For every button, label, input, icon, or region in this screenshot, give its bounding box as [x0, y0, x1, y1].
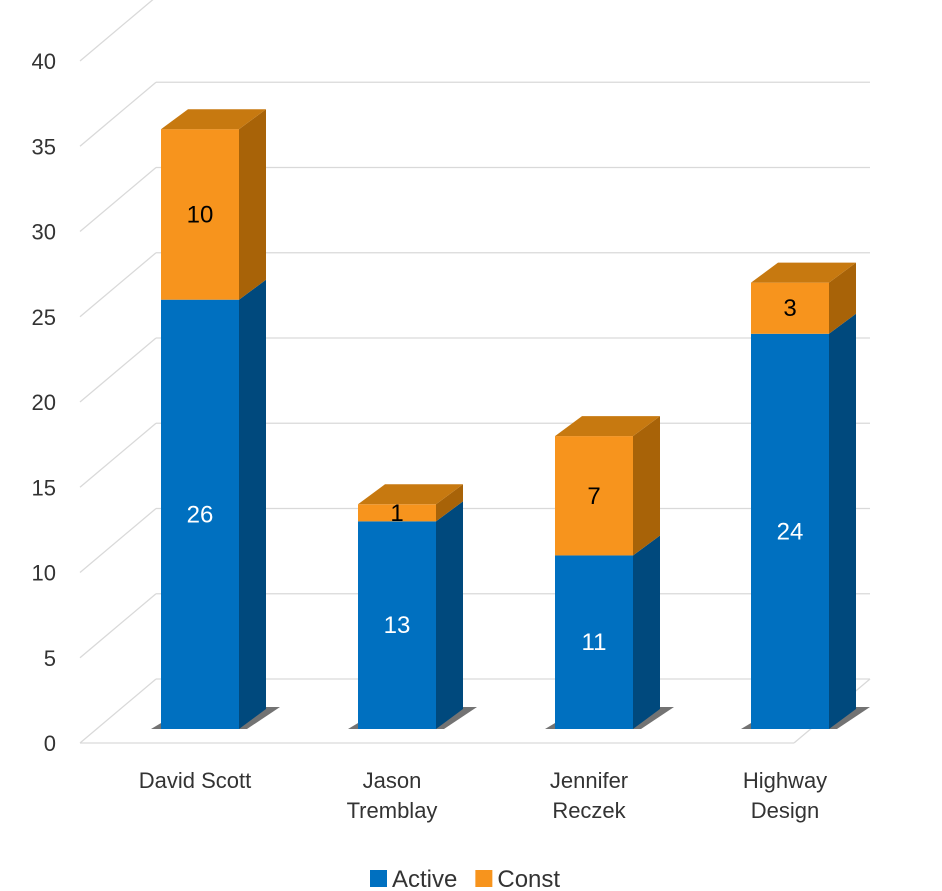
bar-front-active — [358, 521, 436, 729]
bar-front-active — [555, 555, 633, 729]
y-tick-label: 25 — [32, 305, 56, 330]
bar-top — [161, 109, 266, 130]
data-label: 24 — [777, 518, 804, 545]
gridline-diagonal — [79, 252, 157, 318]
y-tick-label: 40 — [32, 49, 56, 74]
x-category-label: Reczek — [552, 798, 626, 823]
y-tick-label: 30 — [32, 220, 56, 245]
bar-top — [358, 484, 463, 505]
bar-front-active — [751, 333, 829, 729]
data-label: 10 — [187, 201, 214, 228]
y-tick-label: 20 — [32, 390, 56, 415]
data-label: 1 — [390, 500, 403, 527]
data-label: 13 — [384, 612, 411, 639]
x-category-label: Jennifer — [550, 768, 628, 793]
y-tick-label: 10 — [32, 561, 56, 586]
bar-side-const — [633, 416, 660, 556]
x-category-label: David Scott — [139, 768, 252, 793]
gridline-diagonal — [79, 593, 157, 659]
legend-label-active: Active — [392, 866, 457, 891]
y-tick-label: 0 — [44, 731, 56, 756]
gridline-diagonal — [79, 81, 157, 147]
bar-top — [555, 416, 660, 437]
bar-front-active — [161, 299, 239, 729]
legend: Active Const — [370, 866, 560, 891]
bar-side-const — [239, 109, 266, 300]
legend-swatch-active — [370, 870, 387, 887]
gridline-diagonal — [79, 422, 157, 488]
data-label: 3 — [783, 295, 796, 322]
bar-front-const — [555, 436, 633, 556]
legend-label-const: Const — [497, 866, 560, 891]
bar-front-const — [751, 282, 829, 334]
gridline-diagonal — [79, 678, 157, 744]
bar-side-active — [436, 501, 463, 729]
gridline-diagonal — [79, 167, 157, 232]
bar-side-active — [239, 279, 266, 729]
gridline-diagonal — [79, 337, 157, 403]
x-category-label: Highway — [743, 768, 827, 793]
y-tick-label: 5 — [44, 646, 56, 671]
y-tick-label: 15 — [32, 475, 56, 500]
y-axis-ticks: 0 5 10 15 20 25 30 35 40 — [32, 49, 56, 756]
data-label: 7 — [587, 483, 600, 510]
bar-side-active — [633, 535, 660, 729]
bar-side-active — [829, 313, 856, 729]
y-tick-label: 35 — [32, 134, 56, 159]
bar-side-const — [829, 262, 856, 334]
x-category-label: Tremblay — [347, 798, 438, 823]
legend-swatch-const — [475, 870, 493, 887]
bar-side-const — [436, 484, 463, 522]
data-label: 26 — [187, 501, 214, 528]
x-axis-categories: David Scott Jason Tremblay Jennifer Reczek Hi… — [139, 768, 827, 823]
gridline-diagonal — [79, 508, 157, 573]
bar-front-const — [358, 504, 436, 522]
data-label: 11 — [582, 629, 607, 656]
x-category-label: Jason — [363, 768, 422, 793]
bar-top — [751, 262, 856, 283]
gridline-diagonal — [79, 0, 154, 62]
x-category-label: Design — [751, 798, 819, 823]
bar-front-const — [161, 129, 239, 300]
